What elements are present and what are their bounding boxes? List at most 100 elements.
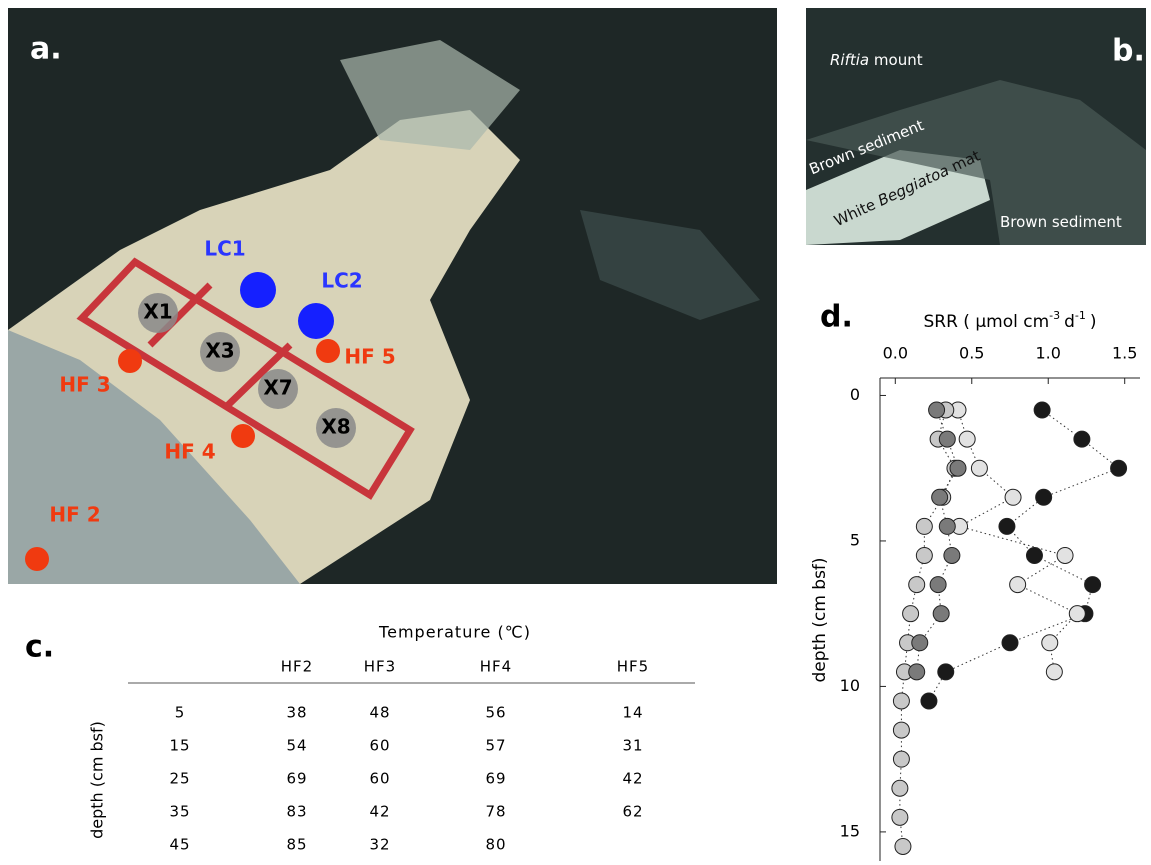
point — [1074, 431, 1090, 447]
marker-label: X7 — [263, 376, 292, 400]
table-cell: 14 — [622, 704, 643, 722]
x-tick-label: 1.5 — [1112, 344, 1137, 363]
table-cell: 80 — [485, 836, 506, 854]
column-header: HF5 — [617, 658, 649, 676]
table-cell: 69 — [485, 770, 506, 788]
series-line — [900, 410, 955, 846]
annotation: Brown sediment — [1000, 213, 1122, 231]
table-cell: 54 — [286, 737, 307, 755]
x-tick-label: 0.0 — [883, 344, 908, 363]
point — [912, 635, 928, 651]
point — [1057, 547, 1073, 563]
table-cell: 56 — [485, 704, 506, 722]
point — [938, 664, 954, 680]
point — [909, 577, 925, 593]
x-label-part: -3 — [1049, 309, 1060, 322]
table-cell: 85 — [286, 836, 307, 854]
x-axis-label: SRR ( µmol cm-3 d-1) — [923, 309, 1096, 332]
point — [1085, 577, 1101, 593]
x-tick-label: 1.0 — [1036, 344, 1061, 363]
table-cell: 35 — [169, 803, 190, 821]
point — [959, 431, 975, 447]
y-tick-label: 10 — [840, 676, 860, 695]
marker-label: X8 — [321, 415, 350, 439]
x-label-part: ) — [1090, 312, 1097, 332]
point — [1046, 664, 1062, 680]
point — [921, 693, 937, 709]
marker-label: HF 3 — [59, 373, 110, 397]
marker-label: HF 2 — [49, 503, 100, 527]
row-axis-label: depth (cm bsf) — [88, 721, 107, 839]
point — [1111, 460, 1127, 476]
point — [893, 751, 909, 767]
point — [895, 838, 911, 854]
table-cell: 69 — [286, 770, 307, 788]
table-title: Temperature (℃) — [378, 623, 531, 642]
table-cell: 62 — [622, 803, 643, 821]
x-label-part: SRR ( µmol cm — [923, 312, 1049, 332]
panel-label: c. — [25, 630, 54, 665]
y-tick-label: 5 — [850, 530, 860, 549]
point — [892, 780, 908, 796]
point — [909, 664, 925, 680]
annotation-part: Riftia — [830, 51, 869, 69]
point — [999, 518, 1015, 534]
point — [929, 402, 945, 418]
annotation-part: mount — [874, 51, 923, 69]
table-cell: 25 — [169, 770, 190, 788]
marker-label: LC1 — [204, 237, 245, 261]
annotation-part: Brown sediment — [1000, 213, 1122, 231]
table-cell: 78 — [485, 803, 506, 821]
marker-label: LC2 — [321, 269, 362, 293]
panel-label: b. — [1112, 34, 1145, 69]
photo-a — [8, 8, 777, 584]
point — [893, 693, 909, 709]
point — [971, 460, 987, 476]
panel-label: d. — [820, 300, 853, 335]
column-header: HF4 — [480, 658, 512, 676]
point — [1026, 547, 1042, 563]
point — [1069, 606, 1085, 622]
point — [1036, 489, 1052, 505]
column-header: HF2 — [281, 658, 313, 676]
series-line — [917, 410, 958, 672]
table-cell: 60 — [369, 737, 390, 755]
x-label-part: -1 — [1075, 309, 1086, 322]
x-tick-label: 0.5 — [959, 344, 984, 363]
panel-label: a. — [30, 32, 62, 67]
y-tick-label: 0 — [850, 385, 860, 404]
annotation: Riftia mount — [830, 51, 923, 69]
point — [893, 722, 909, 738]
marker-label: HF 5 — [344, 345, 395, 369]
table-cell: 48 — [369, 704, 390, 722]
point — [916, 547, 932, 563]
point — [1005, 489, 1021, 505]
point — [1042, 635, 1058, 651]
marker-label: X1 — [143, 300, 172, 324]
table-cell: 42 — [622, 770, 643, 788]
point — [939, 518, 955, 534]
table-cell: 5 — [175, 704, 186, 722]
table-cell: 57 — [485, 737, 506, 755]
point — [930, 577, 946, 593]
point — [916, 518, 932, 534]
y-tick-label: 15 — [840, 821, 860, 840]
figure: a. LC1 LC2 X1 X3 X7 X8 HF 3 HF 5 HF 4 HF 2 b. Riftia… — [0, 0, 1151, 861]
point — [1010, 577, 1026, 593]
point — [1034, 402, 1050, 418]
table-cell: 42 — [369, 803, 390, 821]
table-cell: 38 — [286, 704, 307, 722]
point — [903, 606, 919, 622]
point — [944, 547, 960, 563]
point — [1002, 635, 1018, 651]
marker-label: HF 4 — [164, 440, 215, 464]
table-cell: 32 — [369, 836, 390, 854]
table-cell: 83 — [286, 803, 307, 821]
marker-label: X3 — [205, 339, 234, 363]
x-label-part: d — [1064, 312, 1075, 332]
point — [933, 606, 949, 622]
table-cell: 60 — [369, 770, 390, 788]
point — [892, 809, 908, 825]
point — [939, 431, 955, 447]
table-cell: 45 — [169, 836, 190, 854]
